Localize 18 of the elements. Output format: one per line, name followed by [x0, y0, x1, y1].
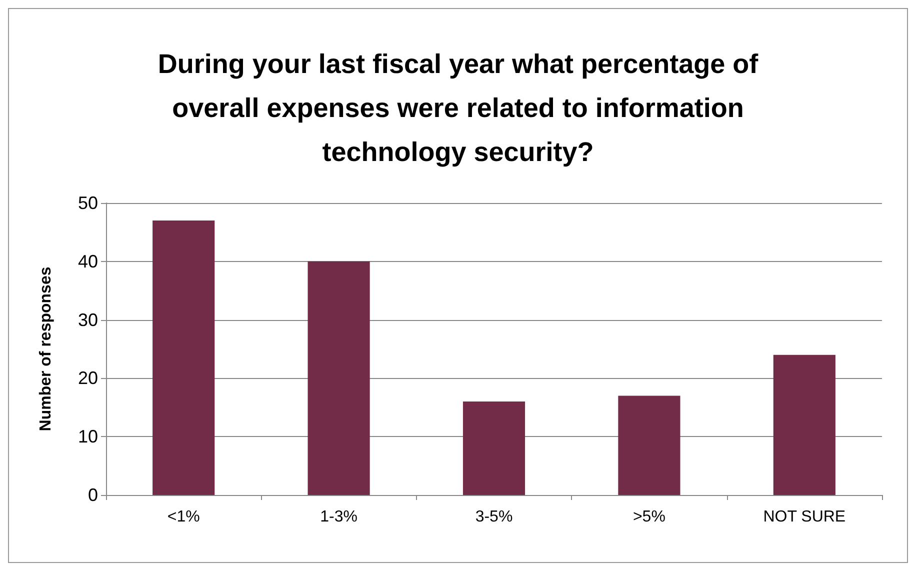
y-tick-label: 30 — [78, 310, 98, 330]
x-tick-label: <1% — [167, 508, 200, 526]
x-tick-label: 1-3% — [320, 508, 358, 526]
x-tick-label: NOT SURE — [763, 508, 846, 526]
bar — [462, 402, 526, 495]
y-tick-label: 0 — [88, 485, 98, 505]
x-tick-label: 3-5% — [475, 508, 513, 526]
x-tick-label: >5% — [632, 508, 666, 526]
y-tick-label: 50 — [78, 193, 98, 213]
bar — [308, 261, 370, 495]
bar — [618, 396, 680, 495]
bar — [773, 354, 836, 495]
y-tick-label: 20 — [78, 368, 98, 388]
chart-title: During your last fiscal year what percentage of overall expenses were related to information technology security? — [158, 49, 760, 167]
y-axis-title: Number of responses — [38, 266, 54, 432]
bar — [152, 220, 215, 495]
y-tick-label: 10 — [78, 426, 98, 447]
y-tick-label: 40 — [78, 251, 98, 272]
